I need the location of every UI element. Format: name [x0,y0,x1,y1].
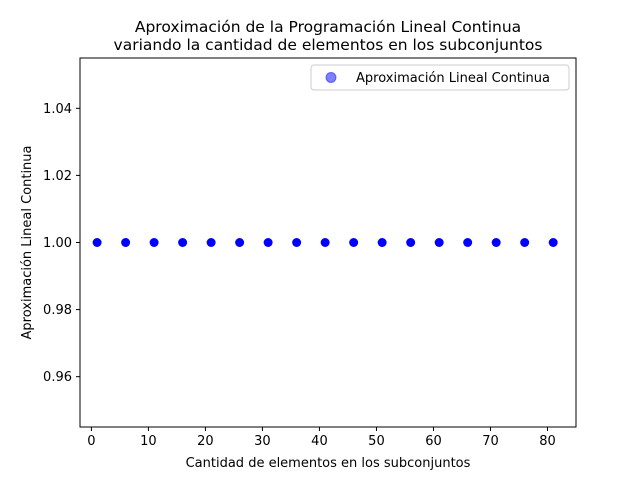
chart-title-line-2: variando la cantidad de elementos en los… [114,36,543,54]
x-axis-label: Cantidad de elementos en los subconjunto… [186,456,471,471]
data-point [121,238,131,247]
data-point [406,238,416,247]
legend-marker [325,72,337,83]
data-point [149,238,159,247]
y-tick-label: 1.02 [43,169,72,184]
axis-ticks: 0 10 20 30 40 50 60 70 80 0.96 0.98 1.00 1.02 1.04 [43,102,556,449]
x-tick-label: 0 [87,434,95,449]
legend-label: Aproximación Lineal Continua [356,71,550,86]
data-point [235,238,245,247]
data-point [434,238,444,247]
data-point [548,238,558,247]
x-tick-label: 30 [254,434,271,449]
data-point [377,238,387,247]
data-points [92,238,558,247]
x-tick-label: 60 [425,434,442,449]
y-tick-label: 1.00 [43,236,72,251]
data-point [520,238,530,247]
data-point [349,238,359,247]
data-point [206,238,216,247]
y-tick-label: 1.04 [43,102,72,117]
x-tick-label: 20 [197,434,214,449]
data-point [178,238,188,247]
data-point [491,238,501,247]
x-tick-label: 70 [482,434,499,449]
y-axis-label: Aproximación Lineal Continua [20,145,35,339]
legend-box [310,64,570,91]
plot-frame [79,57,577,428]
x-tick-label: 50 [368,434,385,449]
legend: Aproximación Lineal Continua [310,64,570,91]
y-tick-label: 0.96 [43,370,72,385]
data-point [320,238,330,247]
x-tick-label: 10 [140,434,157,449]
x-tick-label: 80 [539,434,556,449]
y-tick-label: 0.98 [43,303,72,318]
data-point [92,238,102,247]
data-point [263,238,273,247]
data-point [292,238,302,247]
x-tick-label: 40 [311,434,328,449]
chart-title: Aproximación de la Programación Lineal C… [114,18,543,54]
data-point [463,238,473,247]
chart-title-line-1: Aproximación de la Programación Lineal C… [135,18,521,36]
